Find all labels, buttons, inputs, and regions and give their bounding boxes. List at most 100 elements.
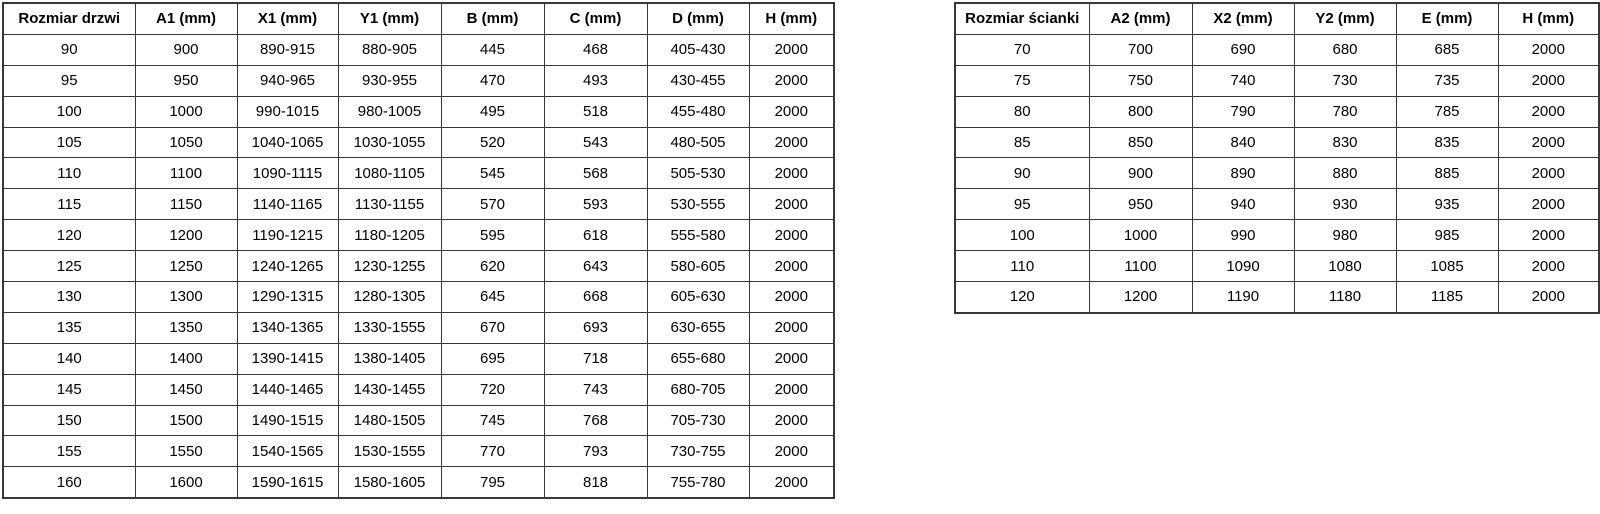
table-cell: 505-530 — [646, 157, 750, 190]
table-cell: 935 — [1395, 188, 1499, 221]
table-cell: 1400 — [134, 342, 238, 375]
table-cell: 735 — [1395, 64, 1499, 97]
table-cell: 430-455 — [646, 64, 750, 97]
table-cell: 2000 — [748, 64, 835, 97]
table-cell: 95 — [954, 188, 1090, 221]
table-cell: 1140-1165 — [236, 188, 339, 221]
table-cell: 755-780 — [646, 466, 750, 499]
table-cell: 100 — [954, 219, 1090, 252]
table-cell: 930 — [1293, 188, 1397, 221]
table-cell: 618 — [543, 219, 648, 252]
table-row: 100 1000 990 980 985 2000 — [954, 219, 1600, 252]
table-header-cell: Rozmiar drzwi — [2, 2, 136, 35]
table-cell: 470 — [440, 64, 545, 97]
table-cell: 950 — [1088, 188, 1193, 221]
table-cell: 150 — [2, 404, 136, 437]
table-cell: 493 — [543, 64, 648, 97]
table-cell: 1030-1055 — [337, 126, 442, 159]
table-cell: 890-915 — [236, 33, 339, 66]
table-row: 95 950 940 930 935 2000 — [954, 188, 1600, 221]
table-header-cell: Y1 (mm) — [337, 2, 442, 35]
table-cell: 120 — [954, 281, 1090, 314]
table-cell: 2000 — [748, 126, 835, 159]
table-cell: 115 — [2, 188, 136, 221]
table-header-cell: A1 (mm) — [134, 2, 238, 35]
table-cell: 1090-1115 — [236, 157, 339, 190]
table-row: 110 1100 1090 1080 1085 2000 — [954, 250, 1600, 283]
table-cell: 580-605 — [646, 250, 750, 283]
table-cell: 1190-1215 — [236, 219, 339, 252]
table-cell: 880 — [1293, 157, 1397, 190]
table-cell: 105 — [2, 126, 136, 159]
table-cell: 1040-1065 — [236, 126, 339, 159]
table-cell: 1250 — [134, 250, 238, 283]
table-row: 100 1000 990-1015 980-1005 495 518 455-480 2000 — [2, 95, 835, 128]
table-cell: 1190 — [1191, 281, 1295, 314]
table-cell: 2000 — [1497, 64, 1600, 97]
table-cell: 110 — [954, 250, 1090, 283]
table-cell: 1000 — [134, 95, 238, 128]
table-cell: 1240-1265 — [236, 250, 339, 283]
table-cell: 1450 — [134, 373, 238, 406]
table-cell: 2000 — [1497, 281, 1600, 314]
table-cell: 1100 — [1088, 250, 1193, 283]
table-cell: 605-630 — [646, 281, 750, 313]
table-cell: 645 — [440, 281, 545, 313]
table-cell: 830 — [1293, 126, 1397, 159]
table-cell: 120 — [2, 219, 136, 252]
table-cell: 890 — [1191, 157, 1295, 190]
table-row: 135 1350 1340-1365 1330-1555 670 693 630-655 20… — [2, 311, 835, 344]
table-cell: 1050 — [134, 126, 238, 159]
table-cell: 1350 — [134, 311, 238, 344]
table-cell: 885 — [1395, 157, 1499, 190]
table-cell: 110 — [2, 157, 136, 190]
table-cell: 1600 — [134, 466, 238, 499]
table-row: 90 900 890 880 885 2000 — [954, 157, 1600, 190]
table-row: 120 1200 1190 1180 1185 2000 — [954, 281, 1600, 314]
table-cell: 593 — [543, 188, 648, 221]
table-cell: 2000 — [1497, 219, 1600, 252]
table-cell: 720 — [440, 373, 545, 406]
table-cell: 1500 — [134, 404, 238, 437]
table-row: 160 1600 1590-1615 1580-1605 795 818 755-780 20… — [2, 466, 835, 499]
table-cell: 2000 — [748, 311, 835, 344]
table-cell: 990 — [1191, 219, 1295, 252]
table-cell: 1185 — [1395, 281, 1499, 314]
table-header-cell: D (mm) — [646, 2, 750, 35]
table-header-cell: E (mm) — [1395, 2, 1499, 35]
table-cell: 1150 — [134, 188, 238, 221]
table-cell: 570 — [440, 188, 545, 221]
table-cell: 135 — [2, 311, 136, 344]
table-cell: 1080 — [1293, 250, 1397, 283]
table-cell: 680-705 — [646, 373, 750, 406]
wall-table-header-row: Rozmiar ścianki A2 (mm) X2 (mm) Y2 (mm) E (m… — [954, 2, 1600, 35]
table-cell: 680 — [1293, 33, 1397, 66]
table-cell: 2000 — [748, 466, 835, 499]
door-table-header-row: Rozmiar drzwi A1 (mm) X1 (mm) Y1 (mm) B (mm)… — [2, 2, 835, 35]
table-row: 70 700 690 680 685 2000 — [954, 33, 1600, 66]
table-cell: 690 — [1191, 33, 1295, 66]
table-cell: 630-655 — [646, 311, 750, 344]
table-header-cell: Rozmiar ścianki — [954, 2, 1090, 35]
table-cell: 75 — [954, 64, 1090, 97]
table-header-cell: Y2 (mm) — [1293, 2, 1397, 35]
table-cell: 1540-1565 — [236, 435, 339, 468]
table-row: 85 850 840 830 835 2000 — [954, 126, 1600, 159]
table-cell: 455-480 — [646, 95, 750, 128]
table-row: 115 1150 1140-1165 1130-1155 570 593 530-555 20… — [2, 188, 835, 221]
table-cell: 2000 — [1497, 95, 1600, 128]
table-cell: 2000 — [748, 95, 835, 128]
table-cell: 100 — [2, 95, 136, 128]
table-cell: 1290-1315 — [236, 281, 339, 313]
table-cell: 2000 — [748, 342, 835, 375]
table-row: 110 1100 1090-1115 1080-1105 545 568 505-530 20… — [2, 157, 835, 190]
table-cell: 2000 — [1497, 157, 1600, 190]
table-cell: 90 — [2, 33, 136, 66]
table-cell: 85 — [954, 126, 1090, 159]
table-row: 140 1400 1390-1415 1380-1405 695 718 655-680 20… — [2, 342, 835, 375]
table-cell: 768 — [543, 404, 648, 437]
table-row: 90 900 890-915 880-905 445 468 405-430 2000 — [2, 33, 835, 66]
table-cell: 705-730 — [646, 404, 750, 437]
table-cell: 655-680 — [646, 342, 750, 375]
